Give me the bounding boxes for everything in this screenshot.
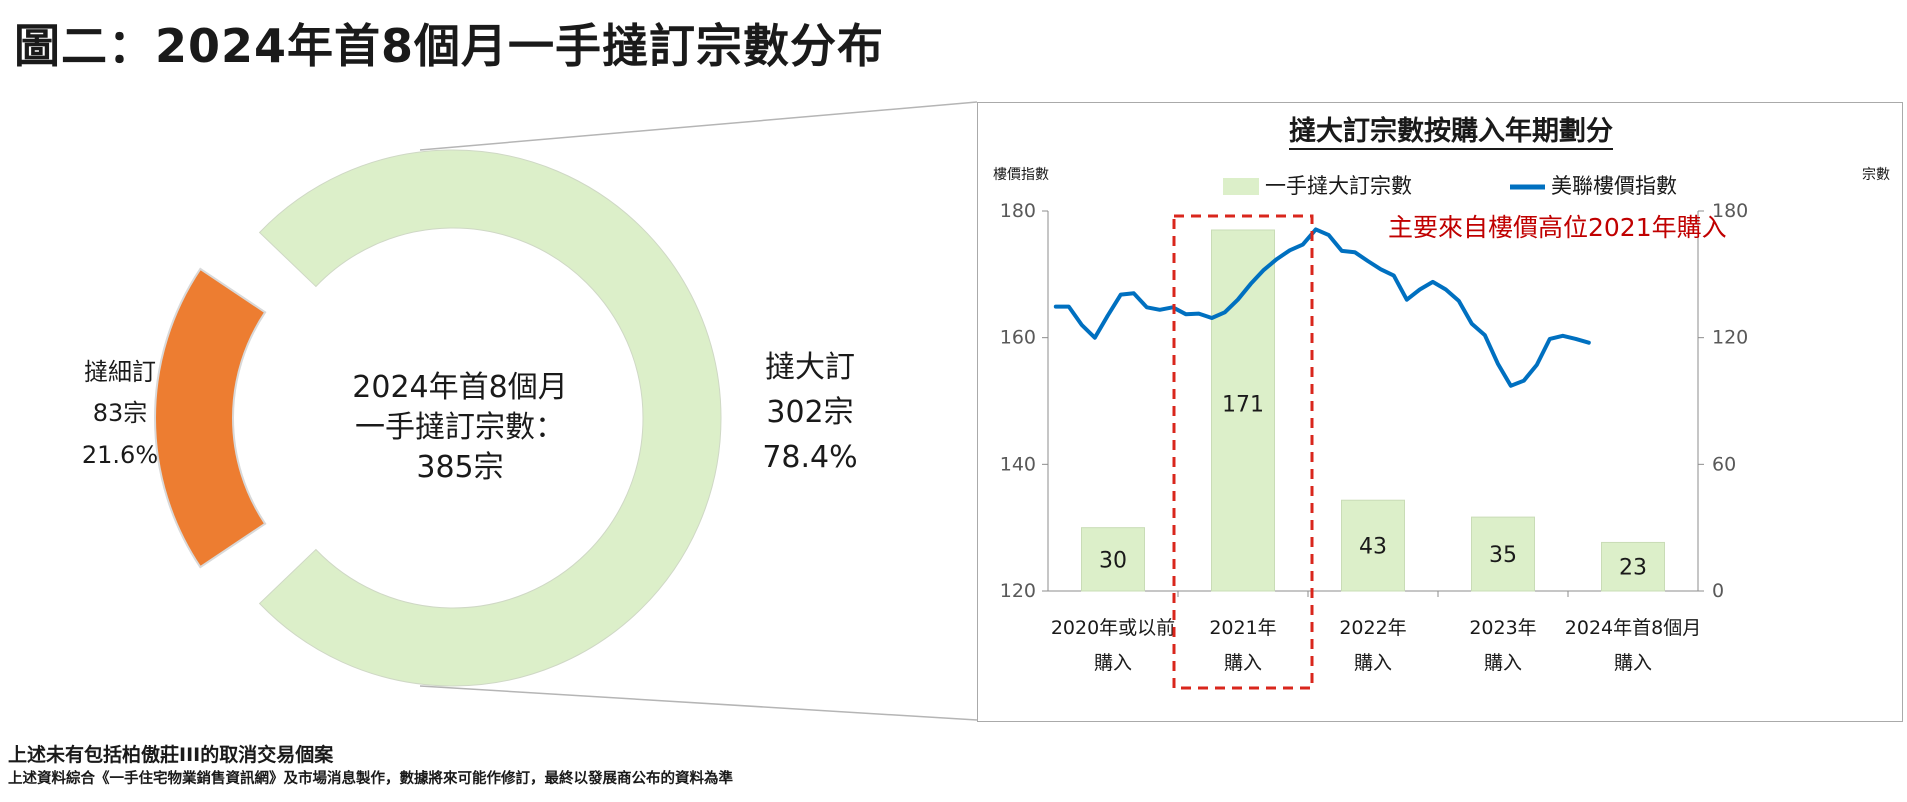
left-tick-label: 160 — [1000, 327, 1036, 349]
legend-bar-label: 一手撻大訂宗數 — [1265, 174, 1412, 198]
segment-percent: 21.6% — [81, 440, 159, 469]
left-axis-title: 樓價指數 — [993, 166, 1049, 183]
footnote: 上述資料綜合《一手住宅物業銷售資訊網》及市場消息製作，數據將來可能作修訂，最終以… — [8, 771, 733, 787]
donut-label-small-deposit: 撻細訂 83宗 21.6% — [60, 352, 180, 476]
x-tick-label: 2022年 — [1339, 617, 1406, 639]
right-axis-title: 宗數 — [1862, 167, 1890, 183]
left-tick-label: 140 — [1000, 453, 1036, 475]
segment-count: 302宗 — [766, 395, 854, 430]
right-tick-label: 60 — [1712, 453, 1736, 475]
bar-value-label: 30 — [1099, 548, 1127, 573]
bar-value-label: 43 — [1359, 535, 1387, 560]
connector-line-top — [419, 101, 978, 151]
footnote: 上述未有包括柏傲莊III的取消交易個案 — [8, 744, 334, 766]
x-tick-label: 2021年 — [1209, 617, 1276, 639]
x-tick-label: 購入 — [1224, 652, 1262, 674]
x-tick-label: 購入 — [1094, 652, 1132, 674]
donut-center-text: 2024年首8個月 一手撻訂宗數： 385宗 — [320, 368, 600, 488]
segment-name: 撻細訂 — [84, 358, 156, 386]
x-tick-label: 2023年 — [1469, 617, 1536, 639]
center-line: 一手撻訂宗數： — [355, 409, 565, 445]
chart-title: 撻大訂宗數按購入年期劃分 — [1289, 115, 1613, 147]
right-tick-label: 180 — [1712, 200, 1748, 222]
x-tick-label: 2024年首8個月 — [1565, 617, 1701, 639]
bar-value-label: 35 — [1489, 543, 1517, 568]
left-tick-label: 180 — [1000, 200, 1036, 222]
legend-bar-swatch — [1223, 178, 1259, 195]
center-line: 2024年首8個月 — [352, 370, 568, 405]
bar — [1601, 541, 1665, 592]
x-tick-label: 2020年或以前 — [1051, 617, 1175, 639]
left-tick-label: 120 — [1000, 580, 1036, 602]
bar — [1341, 499, 1405, 592]
bar — [1471, 516, 1535, 592]
highlight-annotation: 主要來自樓價高位2021年購入 — [1388, 213, 1727, 242]
right-tick-label: 0 — [1712, 580, 1724, 602]
bar — [1211, 229, 1275, 592]
bar-value-label: 171 — [1222, 392, 1264, 417]
segment-percent: 78.4% — [762, 440, 858, 475]
center-line: 385宗 — [416, 449, 504, 485]
x-tick-label: 購入 — [1614, 652, 1652, 674]
x-tick-label: 購入 — [1354, 652, 1392, 674]
connector-line-bottom — [419, 685, 978, 721]
segment-count: 83宗 — [92, 399, 148, 428]
segment-name: 撻大訂 — [765, 350, 855, 385]
x-tick-label: 購入 — [1484, 652, 1522, 674]
legend-line-label: 美聯樓價指數 — [1551, 174, 1677, 198]
bar — [1081, 527, 1145, 592]
donut-label-large-deposit: 撻大訂 302宗 78.4% — [735, 345, 885, 480]
page-title: 圖二：2024年首8個月一手撻訂宗數分布 — [14, 19, 885, 73]
highlight-box-2021 — [1172, 214, 1314, 690]
bar-value-label: 23 — [1619, 556, 1647, 581]
price-index-line — [1053, 227, 1591, 388]
footnotes: 上述未有包括柏傲莊III的取消交易個案 上述資料綜合《一手住宅物業銷售資訊網》及… — [8, 742, 733, 790]
right-tick-label: 120 — [1712, 327, 1748, 349]
chart-panel: 撻大訂宗數按購入年期劃分樓價指數 宗數 一手撻大訂宗數 美聯樓價指數 120 140 160… — [977, 102, 1903, 722]
